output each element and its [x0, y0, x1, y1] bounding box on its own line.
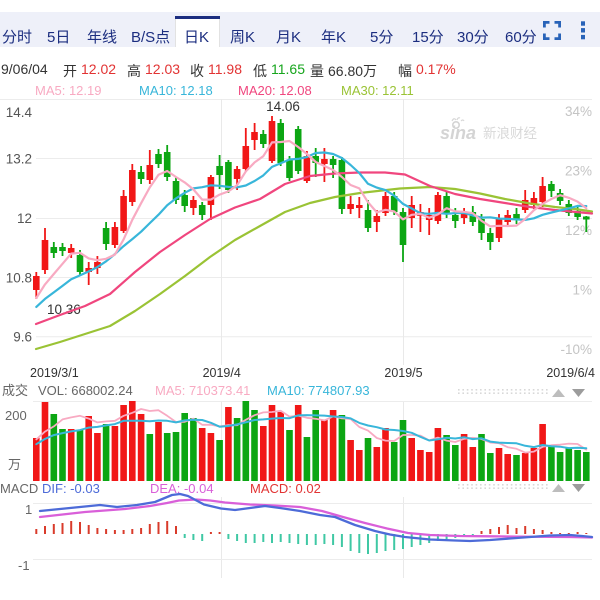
svg-text:10.36: 10.36: [47, 302, 81, 317]
svg-text:2019/6/4: 2019/6/4: [546, 366, 595, 380]
svg-text:200: 200: [5, 408, 27, 423]
svg-text:10.8: 10.8: [6, 270, 32, 285]
svg-text:DIF: -0.03: DIF: -0.03: [42, 481, 100, 496]
svg-text:34%: 34%: [565, 104, 592, 119]
svg-text:12: 12: [17, 211, 32, 226]
svg-text:14.06: 14.06: [266, 99, 300, 114]
svg-text:9.6: 9.6: [13, 330, 32, 345]
svg-text:sina: sina: [440, 123, 476, 143]
svg-text:MACD: MACD: [0, 481, 38, 496]
svg-text:MACD: 0.02: MACD: 0.02: [250, 481, 321, 496]
svg-text:12%: 12%: [565, 223, 592, 238]
svg-text:1%: 1%: [572, 283, 592, 298]
svg-text:-10%: -10%: [560, 342, 592, 357]
svg-text:2019/3/1: 2019/3/1: [30, 366, 79, 380]
svg-text:MA5: 710373.41: MA5: 710373.41: [155, 383, 250, 398]
svg-text:2019/5: 2019/5: [384, 366, 422, 380]
svg-text:DEA: -0.04: DEA: -0.04: [150, 481, 214, 496]
svg-text:新浪财经: 新浪财经: [483, 126, 537, 141]
svg-text:23%: 23%: [565, 164, 592, 179]
svg-text:13.2: 13.2: [6, 151, 32, 166]
svg-text:MA10: 774807.93: MA10: 774807.93: [267, 383, 370, 398]
svg-text:2019/4: 2019/4: [203, 366, 241, 380]
svg-text:1: 1: [25, 502, 32, 517]
svg-text:万: 万: [8, 457, 21, 472]
svg-text:VOL: 668002.24: VOL: 668002.24: [38, 383, 133, 398]
svg-text:14.4: 14.4: [6, 105, 33, 120]
svg-text:-1: -1: [18, 558, 30, 573]
svg-text:成交: 成交: [2, 383, 28, 398]
